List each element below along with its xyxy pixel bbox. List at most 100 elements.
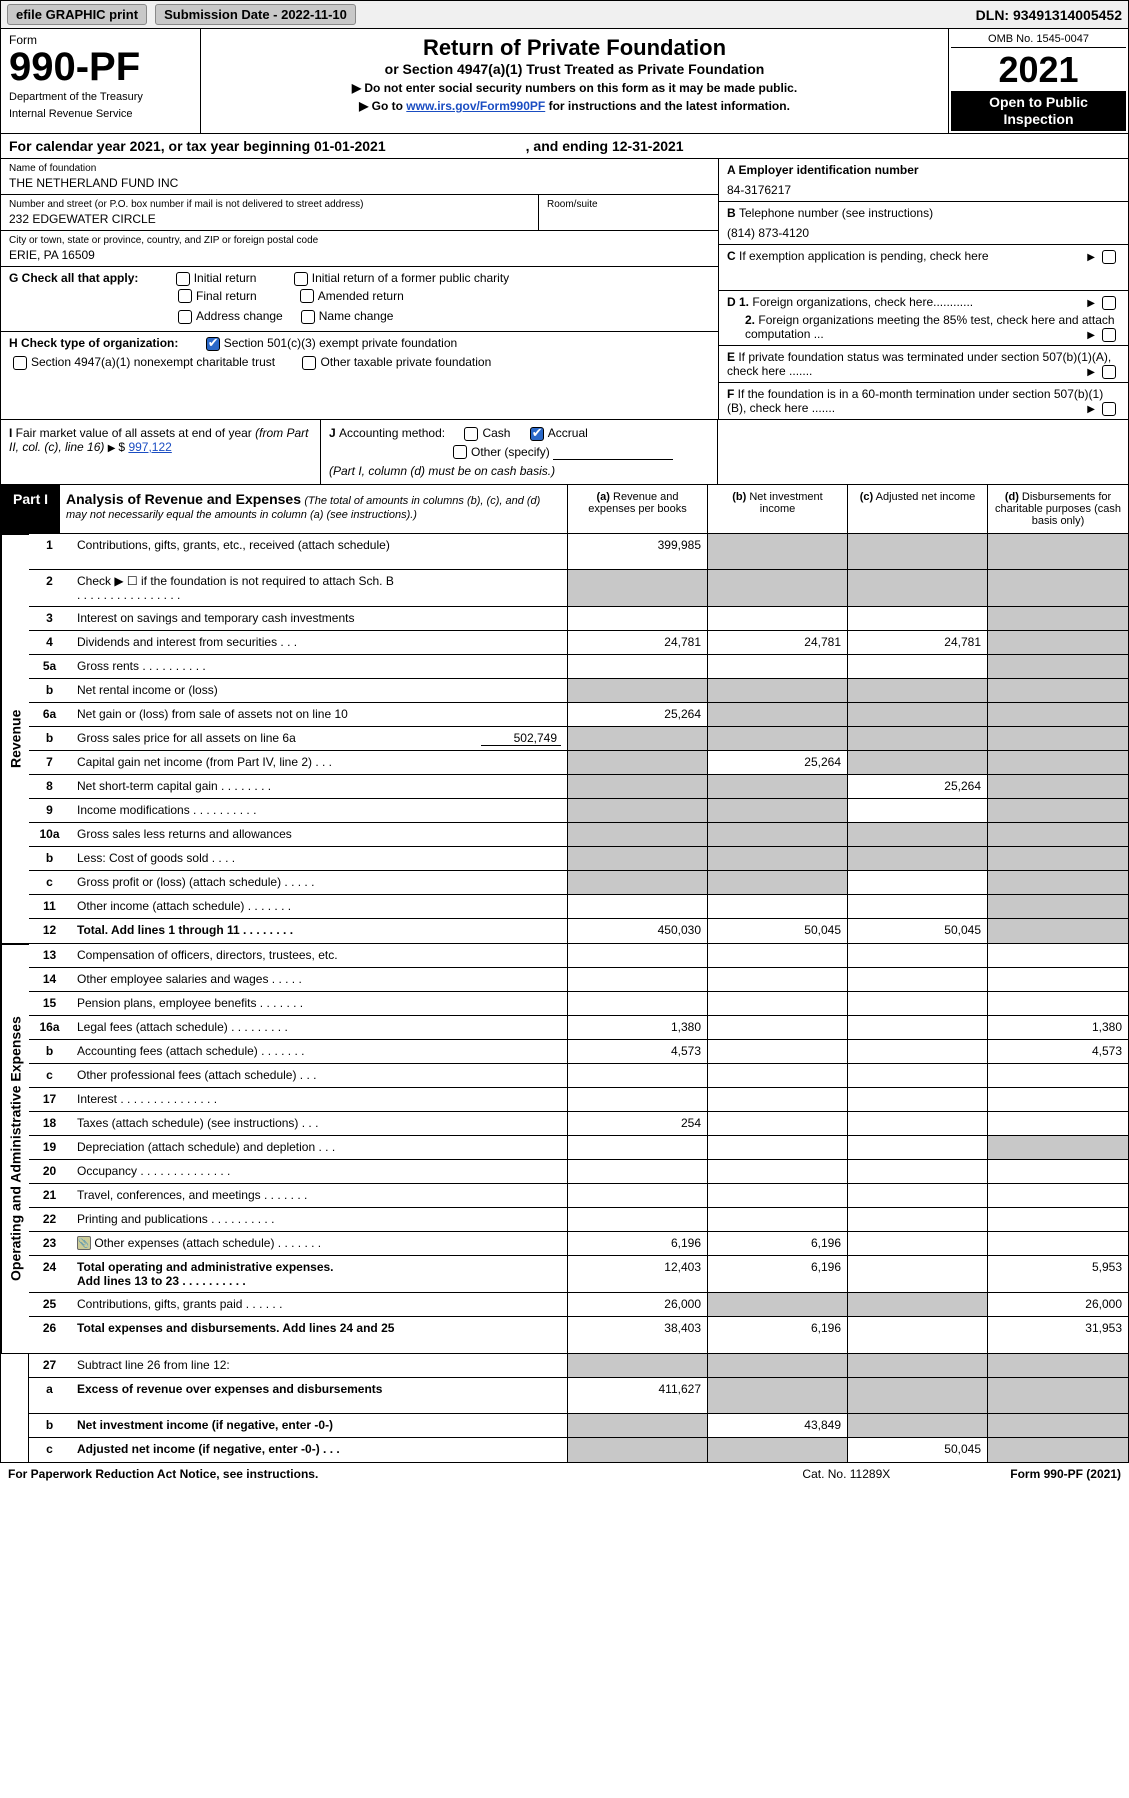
j-note: (Part I, column (d) must be on cash basi…: [329, 464, 555, 478]
addr-label: Number and street (or P.O. box number if…: [9, 199, 530, 210]
d1-text: Foreign organizations, check here.......…: [752, 295, 973, 309]
bottom-section: 27Subtract line 26 from line 12:aExcess …: [1, 1353, 1128, 1462]
name-cell: Name of foundation THE NETHERLAND FUND I…: [1, 159, 718, 195]
chk-cash[interactable]: [464, 427, 478, 441]
table-row: 14Other employee salaries and wages . . …: [29, 968, 1128, 992]
chk-initial-return[interactable]: [176, 272, 190, 286]
f-text: If the foundation is in a 60-month termi…: [727, 387, 1103, 415]
phone-value: (814) 873-4120: [727, 220, 1120, 240]
open-line2: Inspection: [954, 111, 1123, 128]
e-text: If private foundation status was termina…: [727, 350, 1111, 378]
tax-year: 2021: [951, 48, 1126, 91]
form-header: Form 990-PF Department of the Treasury I…: [1, 29, 1128, 134]
chk-other-method[interactable]: [453, 445, 467, 459]
opt-4947: Section 4947(a)(1) nonexempt charitable …: [31, 355, 275, 369]
opt-accrual: Accrual: [548, 426, 588, 440]
dept-irs: Internal Revenue Service: [9, 108, 192, 121]
foundation-name: THE NETHERLAND FUND INC: [9, 174, 710, 190]
chk-final-return[interactable]: [178, 289, 192, 303]
irs-link[interactable]: www.irs.gov/Form990PF: [406, 99, 545, 113]
table-row: 17Interest . . . . . . . . . . . . . . .: [29, 1088, 1128, 1112]
opt-initial-former: Initial return of a former public charit…: [312, 271, 509, 285]
expenses-section: Operating and Administrative Expenses 13…: [1, 943, 1128, 1353]
chk-address-change[interactable]: [178, 310, 192, 324]
footer-cat: Cat. No. 11289X: [802, 1467, 890, 1481]
form-title: Return of Private Foundation: [207, 35, 942, 61]
chk-c[interactable]: [1102, 250, 1116, 264]
chk-e[interactable]: [1102, 365, 1116, 379]
opt-final-return: Final return: [196, 289, 257, 303]
chk-accrual[interactable]: [530, 427, 544, 441]
table-row: 22Printing and publications . . . . . . …: [29, 1208, 1128, 1232]
table-row: cAdjusted net income (if negative, enter…: [29, 1438, 1128, 1462]
table-row: 11Other income (attach schedule) . . . .…: [29, 895, 1128, 919]
table-row: cOther professional fees (attach schedul…: [29, 1064, 1128, 1088]
submission-date-button[interactable]: Submission Date - 2022-11-10: [155, 4, 356, 25]
table-row: bAccounting fees (attach schedule) . . .…: [29, 1040, 1128, 1064]
opt-cash: Cash: [482, 426, 510, 440]
table-row: 6aNet gain or (loss) from sale of assets…: [29, 703, 1128, 727]
chk-d2[interactable]: [1102, 328, 1116, 342]
table-row: 8Net short-term capital gain . . . . . .…: [29, 775, 1128, 799]
note-goto-pre: ▶ Go to: [359, 99, 406, 113]
table-row: 1Contributions, gifts, grants, etc., rec…: [29, 534, 1128, 570]
footer-right: Form 990-PF (2021): [1010, 1467, 1121, 1481]
section-b: B B Telephone number (see instructions)T…: [719, 202, 1128, 245]
chk-initial-former[interactable]: [294, 272, 308, 286]
header-right: OMB No. 1545-0047 2021 Open to Public In…: [948, 29, 1128, 133]
g-label: G Check all that apply:: [9, 271, 138, 285]
table-row: 23📎 Other expenses (attach schedule) . .…: [29, 1232, 1128, 1256]
section-c: C If exemption application is pending, c…: [719, 245, 1128, 291]
dept-treasury: Department of the Treasury: [9, 91, 192, 104]
chk-name-change[interactable]: [301, 310, 315, 324]
table-row: bLess: Cost of goods sold . . . .: [29, 847, 1128, 871]
chk-4947[interactable]: [13, 356, 27, 370]
table-row: aExcess of revenue over expenses and dis…: [29, 1378, 1128, 1414]
chk-other-taxable[interactable]: [302, 356, 316, 370]
table-row: 15Pension plans, employee benefits . . .…: [29, 992, 1128, 1016]
chk-501c3[interactable]: [206, 337, 220, 351]
opt-other-taxable: Other taxable private foundation: [320, 355, 491, 369]
table-row: 5aGross rents . . . . . . . . . .: [29, 655, 1128, 679]
opt-501c3: Section 501(c)(3) exempt private foundat…: [224, 336, 457, 350]
info-grid: Name of foundation THE NETHERLAND FUND I…: [1, 159, 1128, 419]
efile-print-button[interactable]: efile GRAPHIC print: [7, 4, 147, 25]
chk-amended[interactable]: [300, 289, 314, 303]
table-row: 26Total expenses and disbursements. Add …: [29, 1317, 1128, 1353]
name-label: Name of foundation: [9, 163, 710, 174]
form-number: 990-PF: [9, 47, 192, 87]
table-row: 19Depreciation (attach schedule) and dep…: [29, 1136, 1128, 1160]
street-address: 232 EDGEWATER CIRCLE: [9, 210, 530, 226]
section-h: H Check type of organization: Section 50…: [1, 332, 718, 374]
part1-desc: Analysis of Revenue and Expenses (The to…: [60, 485, 568, 533]
top-bar: efile GRAPHIC print Submission Date - 20…: [1, 1, 1128, 29]
section-ij: I Fair market value of all assets at end…: [1, 419, 1128, 485]
table-row: 7Capital gain net income (from Part IV, …: [29, 751, 1128, 775]
header-left: Form 990-PF Department of the Treasury I…: [1, 29, 201, 133]
omb-number: OMB No. 1545-0047: [951, 31, 1126, 48]
open-line1: Open to Public: [954, 94, 1123, 111]
section-g: G Check all that apply: Initial return I…: [1, 267, 718, 332]
note-goto-post: for instructions and the latest informat…: [545, 99, 790, 113]
col-c-header: (c) Adjusted net income: [848, 485, 988, 533]
table-row: 24Total operating and administrative exp…: [29, 1256, 1128, 1293]
table-row: 9Income modifications . . . . . . . . . …: [29, 799, 1128, 823]
info-right: A Employer identification number 84-3176…: [718, 159, 1128, 419]
table-row: 20Occupancy . . . . . . . . . . . . . .: [29, 1160, 1128, 1184]
d2-text: Foreign organizations meeting the 85% te…: [745, 313, 1115, 341]
section-f: F If the foundation is in a 60-month ter…: [719, 383, 1128, 419]
info-left: Name of foundation THE NETHERLAND FUND I…: [1, 159, 718, 419]
city-cell: City or town, state or province, country…: [1, 231, 718, 267]
table-row: bNet rental income or (loss): [29, 679, 1128, 703]
part1-title: Analysis of Revenue and Expenses: [66, 491, 301, 507]
chk-d1[interactable]: [1102, 296, 1116, 310]
attachment-icon[interactable]: 📎: [77, 1236, 91, 1250]
ein-value: 84-3176217: [727, 177, 1120, 197]
table-row: 27Subtract line 26 from line 12:: [29, 1354, 1128, 1378]
city-value: ERIE, PA 16509: [9, 246, 710, 262]
col-d-header: (d) Disbursements for charitable purpose…: [988, 485, 1128, 533]
fmv-link[interactable]: 997,122: [128, 440, 171, 454]
table-row: 21Travel, conferences, and meetings . . …: [29, 1184, 1128, 1208]
chk-f[interactable]: [1102, 402, 1116, 416]
section-a: A Employer identification number 84-3176…: [719, 159, 1128, 202]
